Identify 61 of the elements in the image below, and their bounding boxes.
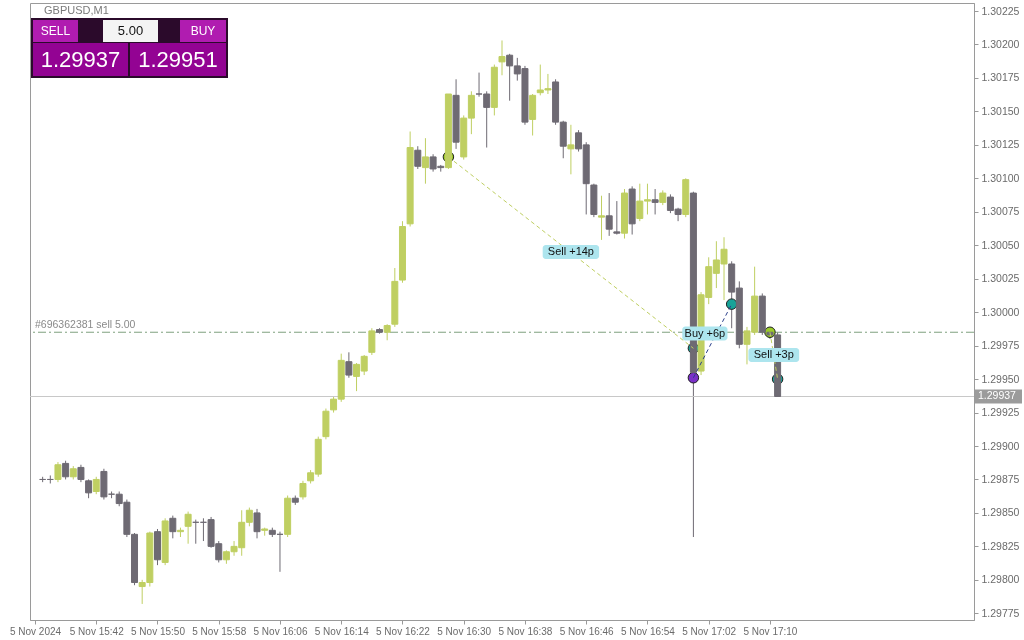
candlestick xyxy=(414,145,422,170)
x-tick-label: 5 Nov 15:58 xyxy=(192,625,247,637)
x-tick-label: 5 Nov 16:30 xyxy=(437,625,492,637)
candlestick xyxy=(605,192,613,237)
point xyxy=(725,298,738,310)
y-tick-label: 1.30000 xyxy=(981,305,1020,318)
y-tick-label: 1.30075 xyxy=(981,205,1020,218)
candlestick xyxy=(498,39,506,76)
candlestick xyxy=(613,200,621,236)
candlestick xyxy=(651,188,659,215)
y-tick-label: 1.29875 xyxy=(981,472,1020,485)
annotation: Buy +6p xyxy=(684,326,726,339)
annotation: Sell +3p xyxy=(753,348,794,360)
candlestick xyxy=(345,351,353,379)
x-tick-label: 5 Nov 17:10 xyxy=(743,625,798,637)
candlestick xyxy=(598,195,606,241)
y-tick-label: 1.30200 xyxy=(981,37,1020,50)
annotation: 1.29937 xyxy=(40,47,121,72)
x-tick-label: 5 Nov 16:06 xyxy=(253,625,308,637)
candlestick xyxy=(54,461,62,483)
x-tick-label: 5 Nov 15:50 xyxy=(131,625,186,637)
y-tick-label: 1.30025 xyxy=(981,272,1020,285)
x-tick-label: 5 Nov 17:02 xyxy=(682,625,737,637)
y-tick-label: 1.30100 xyxy=(981,171,1020,184)
ref-line-label: 1.29937 xyxy=(978,389,1017,402)
candlestick xyxy=(184,511,192,545)
candlestick xyxy=(169,515,177,539)
annotation: 1.29951 xyxy=(138,47,218,72)
candlestick xyxy=(85,478,93,499)
y-tick-label: 1.30175 xyxy=(981,71,1020,84)
y-tick-label: 1.29950 xyxy=(981,372,1020,385)
y-tick-label: 1.29975 xyxy=(981,339,1020,352)
y-tick-label: 1.29925 xyxy=(981,406,1020,419)
x-tick-label: 5 Nov 16:46 xyxy=(559,625,615,637)
x-tick-label: 5 Nov 2024 xyxy=(9,625,62,637)
y-tick-label: 1.30125 xyxy=(981,138,1020,151)
y-tick-label: 1.29825 xyxy=(981,539,1020,552)
x-tick-label: 5 Nov 16:54 xyxy=(620,625,676,637)
x-tick-label: 5 Nov 16:22 xyxy=(376,625,431,637)
x-tick-label: 5 Nov 15:42 xyxy=(69,625,125,637)
y-tick-label: 1.30225 xyxy=(981,4,1020,17)
y-tick-label: 1.29775 xyxy=(981,606,1020,619)
annotation: SELL xyxy=(40,24,71,38)
y-tick-label: 1.30150 xyxy=(981,104,1020,117)
candlestick xyxy=(299,480,307,501)
chart-title: GBPUSD,M1 xyxy=(44,4,109,16)
annotation: Sell +14p xyxy=(547,244,594,257)
y-tick-label: 1.29900 xyxy=(981,439,1020,452)
candlestick xyxy=(62,460,70,480)
y-tick-label: 1.29850 xyxy=(981,506,1020,519)
candlestick xyxy=(253,508,261,539)
y-tick-label: 1.29800 xyxy=(981,573,1020,586)
x-tick-label: 5 Nov 16:14 xyxy=(314,625,370,637)
candlestick xyxy=(567,124,575,175)
candlestick xyxy=(421,137,429,185)
x-tick-label: 5 Nov 16:38 xyxy=(498,625,553,637)
annotation: BUY xyxy=(190,24,216,38)
candlestick xyxy=(368,327,376,356)
ref-line-label: #696362381 sell 5.00 xyxy=(35,318,136,331)
y-tick-label: 1.30050 xyxy=(981,238,1020,251)
annotation: 5.00 xyxy=(117,23,144,38)
